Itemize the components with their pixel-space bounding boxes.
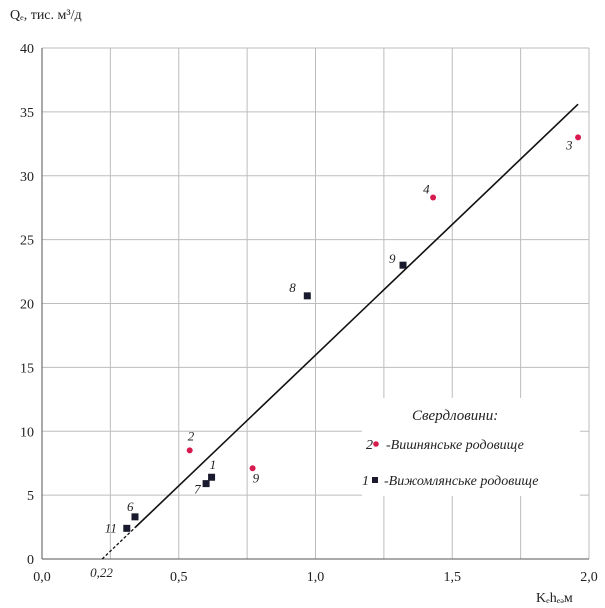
- y-axis-label: Qₑ, тис. м³/д: [10, 8, 82, 23]
- data-point-label: 8: [289, 280, 296, 295]
- axes: 0 5 10 15 20 25 30 35 40 0,0 0,5 1,0 1,5 2,0: [20, 42, 598, 585]
- data-point: [430, 194, 437, 201]
- legend: Свердловини: 2 -Вишнянське родовище 1 -В…: [362, 398, 580, 496]
- x-tick-label: 1,5: [444, 570, 462, 585]
- x-tick-label: 2,0: [580, 570, 598, 585]
- legend-series-1-marker: [373, 441, 379, 447]
- data-point-label: 2: [188, 428, 195, 443]
- data-point: [399, 261, 407, 269]
- data-point-label: 6: [127, 499, 134, 514]
- data-point: [249, 465, 256, 472]
- data-point: [575, 134, 582, 141]
- data-point: [303, 292, 311, 300]
- x-tick-label: 1,0: [307, 570, 325, 585]
- data-point: [131, 513, 139, 521]
- x-axis-label: Kₑhₑₔм: [536, 591, 573, 606]
- data-point: [123, 524, 131, 532]
- y-tick-label: 0: [27, 553, 34, 568]
- fit-line-extrapolation: [101, 527, 136, 560]
- y-tick-label: 40: [20, 42, 34, 57]
- y-tick-label: 15: [20, 361, 34, 376]
- data-point-label: 11: [105, 520, 117, 535]
- data-point-label: 9: [389, 251, 396, 266]
- x-tick-label: 0,5: [170, 570, 188, 585]
- legend-series-2-number: 1: [362, 474, 369, 489]
- intercept-label: 0,22: [90, 565, 113, 580]
- legend-background: [362, 398, 580, 496]
- y-tick-label: 20: [20, 298, 34, 313]
- y-tick-label: 10: [20, 425, 34, 440]
- grid: [41, 47, 590, 560]
- data-point-label: 1: [210, 457, 217, 472]
- data-point: [208, 473, 216, 481]
- legend-series-2-label: -Вижомлянське родовище: [384, 474, 538, 489]
- legend-series-1-label: -Вишнянське родовище: [386, 438, 524, 453]
- data-point-label: 4: [423, 181, 430, 196]
- data-point-label: 9: [253, 470, 260, 485]
- y-tick-label: 30: [20, 170, 34, 185]
- fit-line: [134, 103, 579, 529]
- legend-series-1-number: 2: [366, 438, 373, 453]
- x-tick-label: 0,0: [33, 570, 51, 585]
- data-point: [202, 480, 210, 488]
- y-tick-label: 5: [27, 489, 34, 504]
- fit-line-group: 0,22: [90, 103, 579, 580]
- y-tick-label: 35: [20, 106, 34, 121]
- data-point-label: 3: [565, 137, 573, 152]
- legend-series-2-marker: [372, 477, 378, 483]
- data-point-label: 7: [194, 482, 201, 497]
- y-tick-label: 25: [20, 234, 34, 249]
- data-point: [186, 447, 193, 454]
- legend-title: Свердловини:: [412, 408, 498, 424]
